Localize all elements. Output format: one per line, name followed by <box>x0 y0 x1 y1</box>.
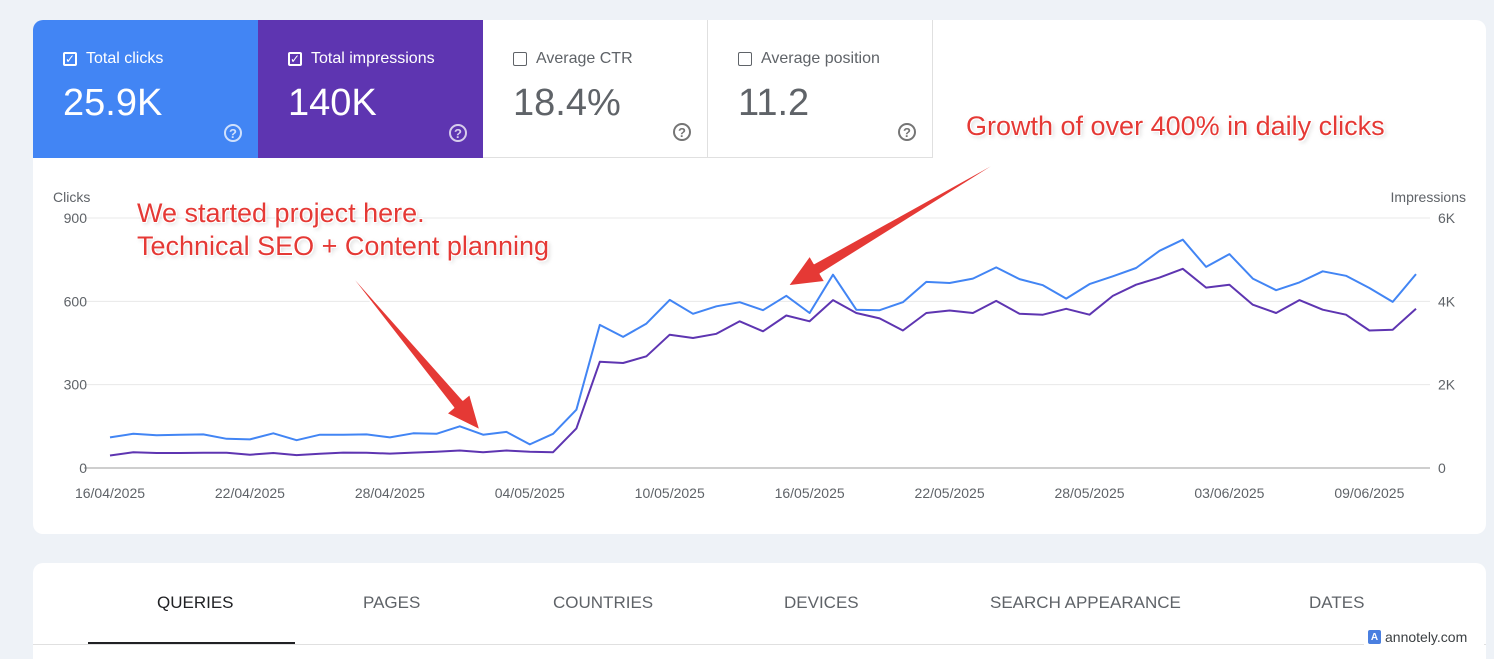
metric-total-clicks[interactable]: ✓ Total clicks 25.9K ? <box>33 20 258 158</box>
right-tick-label: 0 <box>1438 460 1446 476</box>
x-tick-label: 22/04/2025 <box>215 485 285 501</box>
x-tick-label: 16/04/2025 <box>75 485 145 501</box>
annotation-start-line2: Technical SEO + Content planning <box>137 231 550 261</box>
tab-devices[interactable]: DEVICES <box>784 593 859 612</box>
chart-gridlines <box>84 217 1430 469</box>
annotely-logo-icon: A <box>1368 630 1381 644</box>
help-icon[interactable]: ? <box>449 124 467 142</box>
metric-value: 140K <box>288 82 377 124</box>
right-axis-label: Impressions <box>1391 189 1466 205</box>
checkbox-checked-icon[interactable]: ✓ <box>288 52 302 66</box>
metric-average-ctr[interactable]: Average CTR 18.4% ? <box>483 20 708 158</box>
chart-lines <box>109 238 1417 457</box>
help-icon[interactable]: ? <box>898 123 916 141</box>
x-tick-label: 16/05/2025 <box>775 485 845 501</box>
tabs-divider <box>33 644 1486 645</box>
metric-label: Average position <box>761 50 880 67</box>
tab-dates[interactable]: DATES <box>1309 593 1365 612</box>
x-tick-label: 03/06/2025 <box>1194 485 1264 501</box>
metric-label: Total clicks <box>86 50 164 67</box>
annotation-growth: Growth of over 400% in daily clicks <box>966 111 1385 141</box>
left-tick-label: 900 <box>64 210 88 226</box>
help-icon[interactable]: ? <box>224 124 242 142</box>
annotation-start: We started project here. Technical SEO +… <box>137 197 549 263</box>
tab-countries[interactable]: COUNTRIES <box>553 593 654 612</box>
metric-label: Average CTR <box>536 50 633 67</box>
x-tick-label: 28/05/2025 <box>1054 485 1124 501</box>
left-tick-label: 0 <box>79 460 87 476</box>
right-axis-ticks: 6K 4K 2K 0 <box>1438 210 1456 476</box>
report-tabs: QUERIES PAGES COUNTRIES DEVICES SEARCH A… <box>33 563 1486 659</box>
x-tick-label: 22/05/2025 <box>915 485 985 501</box>
metric-label: Total impressions <box>311 50 435 67</box>
left-tick-label: 600 <box>64 293 88 309</box>
metric-average-position[interactable]: Average position 11.2 ? <box>708 20 933 158</box>
right-tick-label: 2K <box>1438 377 1456 393</box>
metric-value: 25.9K <box>63 82 163 124</box>
left-axis-ticks: 900 600 300 0 <box>64 210 88 476</box>
performance-card: ✓ Total clicks 25.9K ? ✓ Total impressio… <box>33 20 1486 534</box>
help-icon[interactable]: ? <box>673 123 691 141</box>
watermark: A annotely.com <box>1364 626 1484 648</box>
growth-arrow-icon <box>787 151 1016 287</box>
left-axis-label: Clicks <box>53 189 90 205</box>
metric-value: 11.2 <box>738 82 810 124</box>
checkbox-checked-icon[interactable]: ✓ <box>63 52 77 66</box>
x-tick-label: 09/06/2025 <box>1334 485 1404 501</box>
x-tick-label: 04/05/2025 <box>495 485 565 501</box>
metric-value: 18.4% <box>513 82 621 124</box>
watermark-text: annotely.com <box>1385 629 1468 645</box>
series-line-total-impressions <box>109 267 1417 457</box>
annotation-start-line1: We started project here. <box>137 198 425 228</box>
active-tab-indicator <box>88 642 295 644</box>
series-line-total-clicks <box>109 238 1417 446</box>
x-tick-label: 28/04/2025 <box>355 485 425 501</box>
right-tick-label: 4K <box>1438 293 1456 309</box>
tab-search-appearance[interactable]: SEARCH APPEARANCE <box>990 593 1181 612</box>
left-tick-label: 300 <box>64 377 88 393</box>
checkbox-unchecked-icon[interactable] <box>738 52 752 66</box>
annotation-arrows <box>339 151 1016 431</box>
x-axis-ticks: 16/04/2025 22/04/2025 28/04/2025 04/05/2025… <box>75 485 1405 501</box>
right-tick-label: 6K <box>1438 210 1456 226</box>
x-tick-label: 10/05/2025 <box>635 485 705 501</box>
metric-total-impressions[interactable]: ✓ Total impressions 140K ? <box>258 20 483 158</box>
tab-pages[interactable]: PAGES <box>363 593 421 612</box>
start-arrow-icon <box>339 261 481 431</box>
tab-queries[interactable]: QUERIES <box>157 593 234 612</box>
checkbox-unchecked-icon[interactable] <box>513 52 527 66</box>
